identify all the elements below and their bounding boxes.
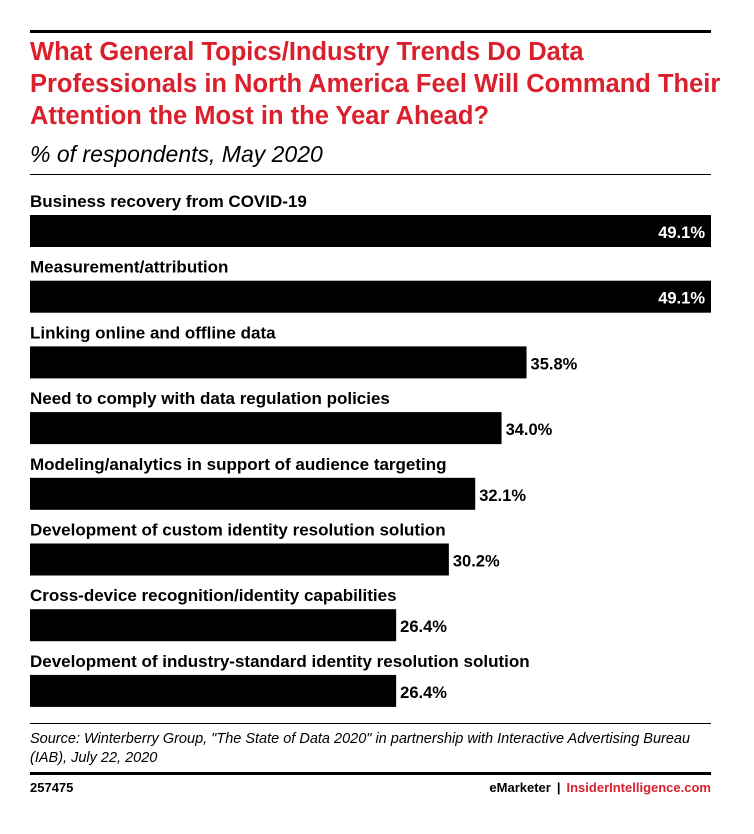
footer-rule [30, 772, 711, 775]
brand-line: eMarketer | InsiderIntelligence.com [489, 780, 711, 795]
value-label: 49.1% [658, 290, 705, 308]
chart-subtitle: % of respondents, May 2020 [30, 141, 323, 167]
category-label: Need to comply with data regulation poli… [30, 389, 390, 408]
value-label: 32.1% [479, 487, 526, 505]
value-label: 30.2% [453, 553, 500, 571]
source-note: Source: Winterberry Group, "The State of… [30, 731, 691, 766]
value-label: 49.1% [658, 224, 705, 242]
value-label: 26.4% [400, 618, 447, 636]
brand-separator: | [556, 780, 561, 795]
brand-insider-intelligence: InsiderIntelligence.com [566, 780, 712, 795]
bar [30, 609, 397, 642]
top-rule [30, 30, 711, 33]
bar [30, 674, 397, 707]
category-label: Development of industry-standard identit… [30, 652, 530, 671]
bar [30, 215, 711, 247]
chart-id: 257475 [30, 780, 74, 795]
category-label: Linking online and offline data [30, 323, 276, 342]
category-label: Measurement/attribution [30, 258, 228, 277]
bar [30, 280, 711, 313]
category-label: Modeling/analytics in support of audienc… [30, 455, 447, 474]
value-label: 35.8% [531, 355, 578, 373]
category-label: Development of custom identity resolutio… [30, 521, 446, 540]
bar [30, 412, 502, 445]
brand-emarketer: eMarketer [489, 780, 551, 795]
bar [30, 346, 527, 379]
source-rule [30, 723, 711, 724]
value-label: 34.0% [506, 421, 553, 439]
category-label: Business recovery from COVID-19 [30, 192, 307, 211]
bar-chart: Business recovery from COVID-19 49.1% Meas… [30, 192, 711, 707]
value-label: 26.4% [400, 684, 447, 702]
category-label: Cross-device recognition/identity capabi… [30, 586, 397, 605]
bar [30, 477, 476, 510]
subtitle-rule [30, 174, 711, 175]
bar [30, 543, 449, 576]
chart-title: What General Topics/Industry Trends Do D… [30, 38, 721, 130]
